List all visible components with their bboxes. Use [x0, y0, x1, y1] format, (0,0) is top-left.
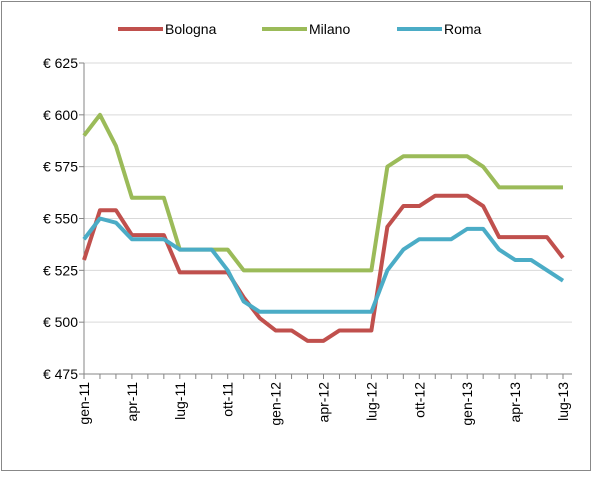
legend-label: Milano — [309, 21, 350, 37]
y-tick-label: € 500 — [43, 314, 78, 330]
x-tick-label: ott-12 — [411, 382, 427, 418]
y-tick-label: € 625 — [43, 55, 78, 71]
legend-label: Bologna — [165, 21, 217, 37]
x-tick-label: gen-13 — [459, 382, 475, 426]
y-tick-label: € 475 — [43, 366, 78, 382]
x-tick-label: apr-13 — [507, 382, 523, 423]
line-series — [82, 112, 563, 273]
line-series — [82, 216, 565, 314]
x-tick-label: gen-12 — [268, 382, 284, 426]
x-tick-label: apr-12 — [316, 382, 332, 423]
y-tick-label: € 550 — [43, 211, 78, 227]
line-series — [82, 193, 565, 343]
legend-label: Roma — [444, 21, 482, 37]
x-tick-label: gen-11 — [76, 382, 92, 425]
chart-border — [1, 1, 591, 471]
x-tick-label: lug-11 — [172, 382, 188, 420]
y-tick-label: € 575 — [43, 159, 78, 175]
x-tick-label: ott-11 — [220, 382, 236, 417]
y-tick-label: € 600 — [43, 107, 78, 123]
x-tick-label: lug-12 — [363, 382, 379, 421]
x-tick-label: lug-13 — [555, 382, 571, 421]
y-tick-label: € 525 — [43, 262, 78, 278]
x-tick-label: apr-11 — [124, 382, 140, 422]
